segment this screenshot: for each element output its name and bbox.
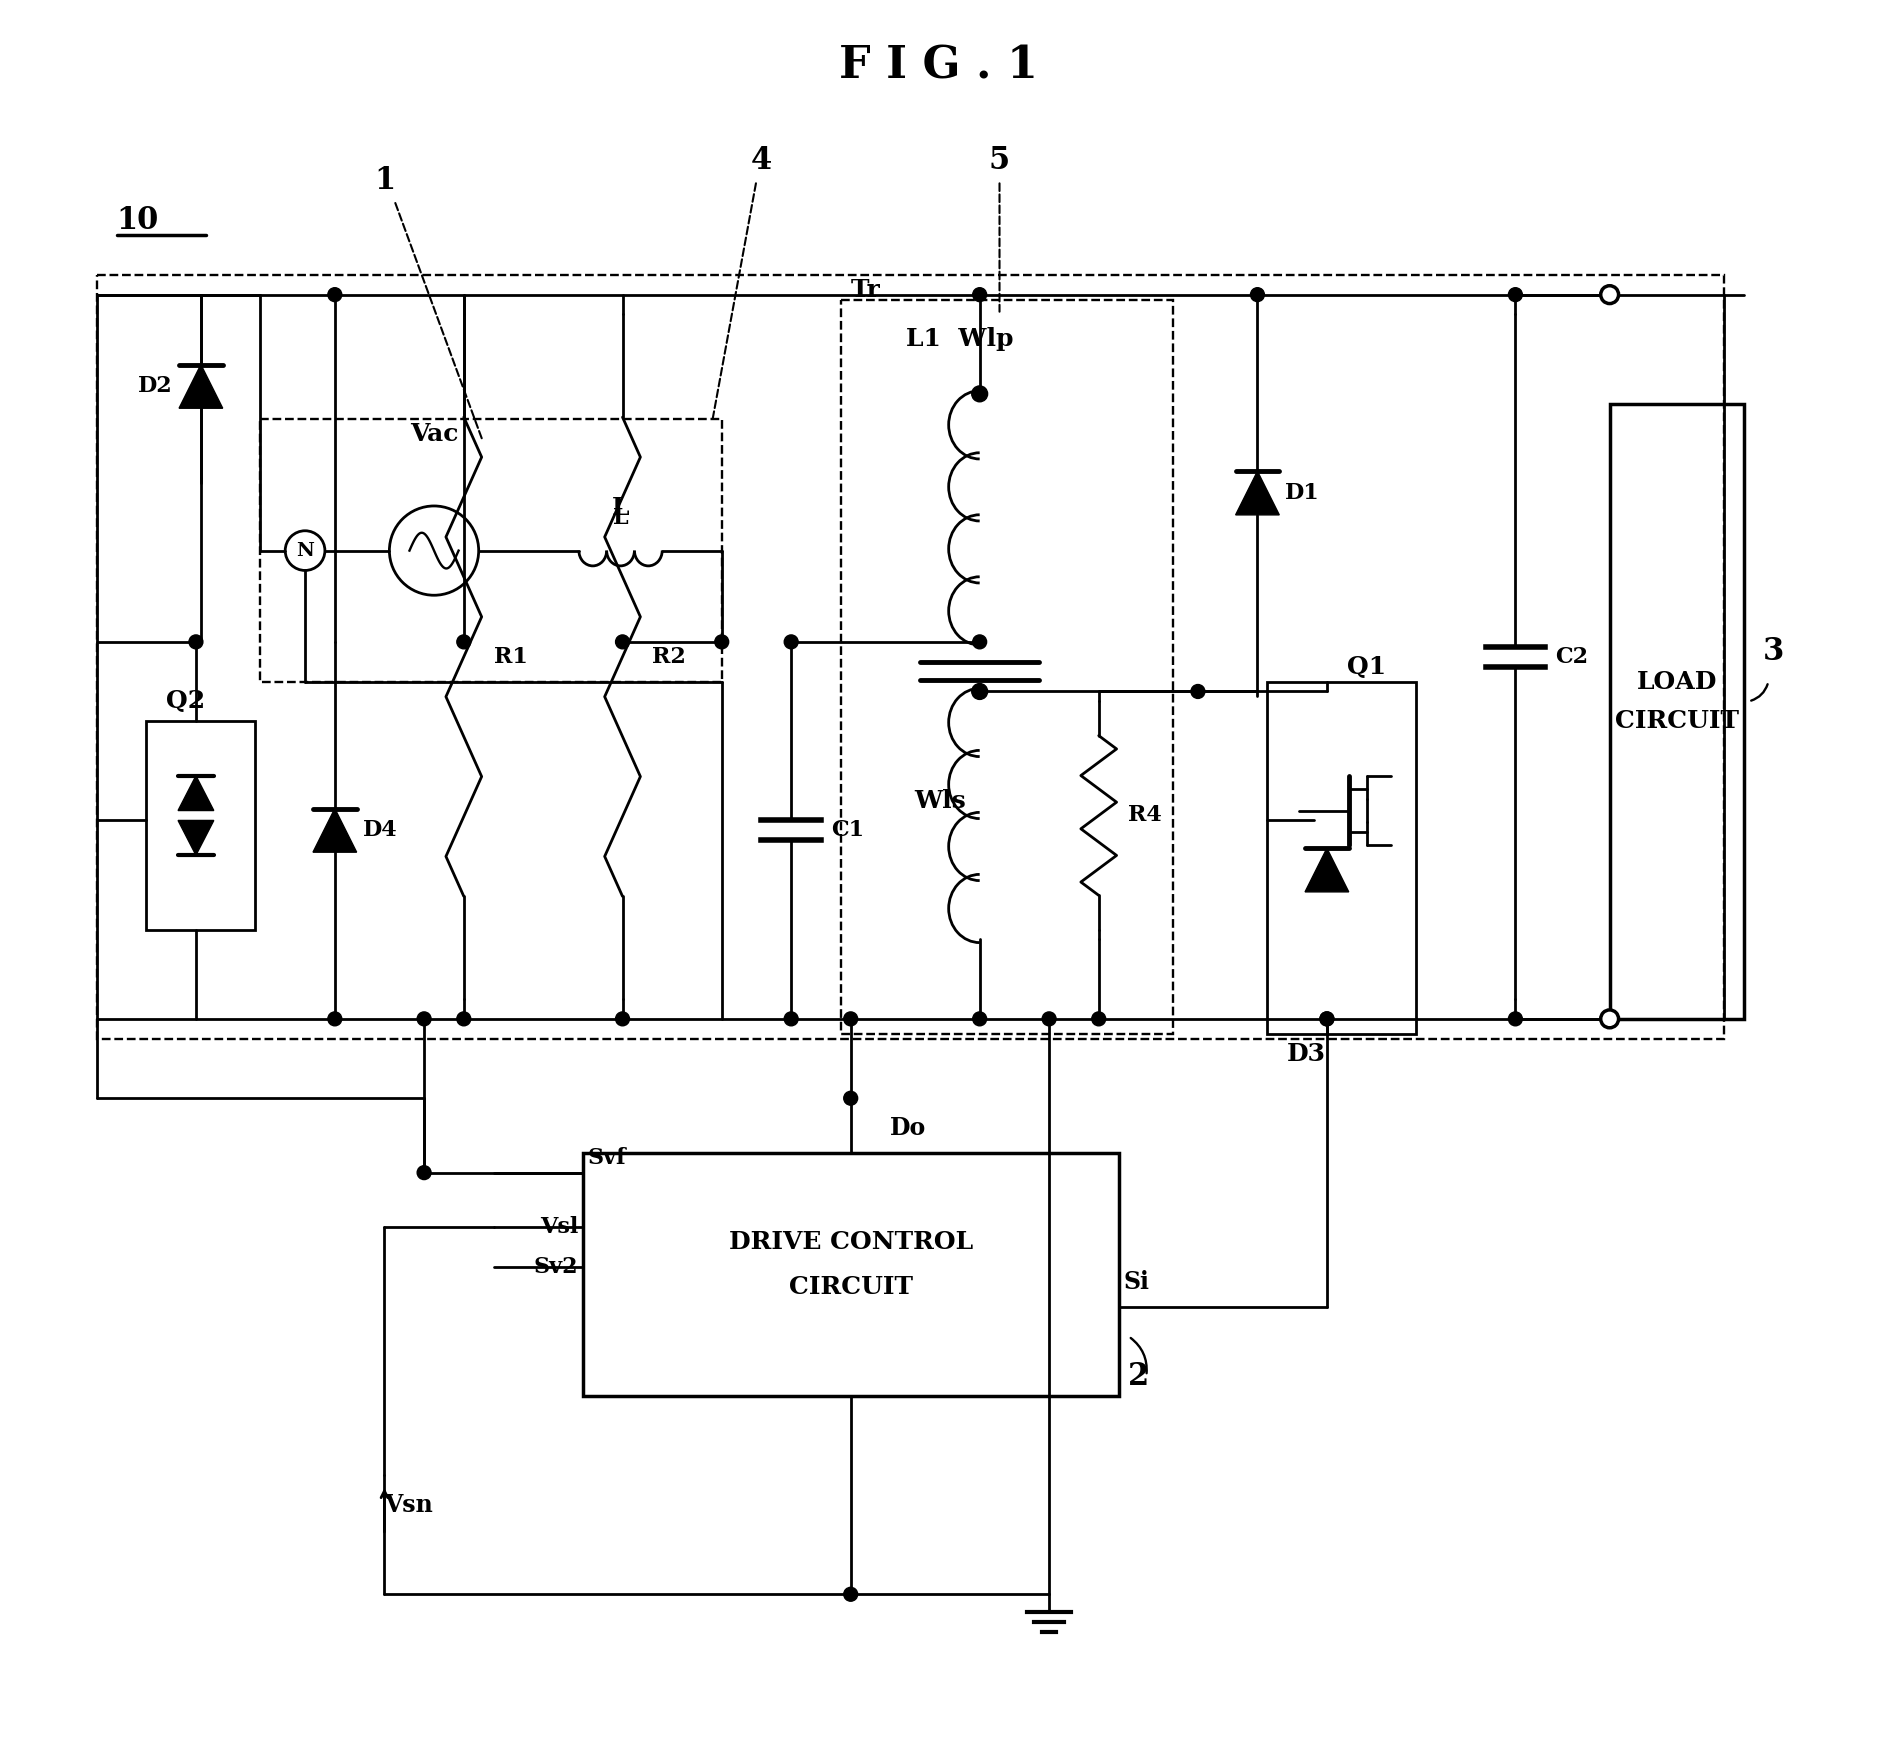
Bar (146, 720, 255, 929)
Circle shape (190, 635, 203, 649)
Polygon shape (1305, 848, 1350, 892)
Text: R4: R4 (1128, 805, 1162, 826)
Text: 3: 3 (1763, 636, 1783, 668)
Polygon shape (178, 777, 214, 810)
Polygon shape (178, 365, 223, 408)
Text: Wls: Wls (914, 789, 967, 813)
Text: D2: D2 (139, 375, 173, 398)
Text: 1: 1 (374, 165, 394, 196)
Polygon shape (313, 808, 357, 852)
Bar (98, 275, 1723, 1040)
Text: Vac: Vac (409, 421, 458, 445)
Text: R2: R2 (653, 645, 687, 668)
Text: L: L (612, 496, 629, 521)
Circle shape (972, 635, 987, 649)
Circle shape (1320, 1011, 1335, 1026)
Text: F I G . 1: F I G . 1 (839, 46, 1038, 88)
Text: 5: 5 (989, 145, 1010, 177)
Text: Do: Do (890, 1117, 927, 1139)
Circle shape (616, 1011, 629, 1026)
Circle shape (456, 1011, 471, 1026)
Text: D4: D4 (362, 819, 398, 841)
Polygon shape (178, 820, 214, 855)
Circle shape (715, 635, 728, 649)
Bar (261, 419, 723, 682)
Circle shape (972, 1011, 987, 1026)
Text: C2: C2 (1554, 645, 1588, 668)
Text: C1: C1 (832, 819, 863, 841)
Text: R1: R1 (494, 645, 527, 668)
Circle shape (972, 287, 987, 302)
Text: CIRCUIT: CIRCUIT (1614, 710, 1738, 733)
Text: D3: D3 (1288, 1041, 1327, 1066)
Text: Q1: Q1 (1346, 654, 1385, 678)
Circle shape (328, 1011, 342, 1026)
Circle shape (845, 1092, 858, 1104)
Circle shape (417, 1166, 432, 1180)
Bar (1267, 682, 1415, 1034)
Circle shape (417, 1011, 432, 1026)
Circle shape (328, 287, 342, 302)
Circle shape (972, 684, 987, 699)
Circle shape (1601, 286, 1618, 303)
Circle shape (456, 635, 471, 649)
Circle shape (785, 1011, 798, 1026)
Text: Sv2: Sv2 (533, 1255, 578, 1278)
Text: 4: 4 (751, 145, 771, 177)
Polygon shape (1235, 472, 1280, 515)
Text: Q2: Q2 (167, 689, 205, 713)
Text: CIRCUIT: CIRCUIT (788, 1274, 912, 1299)
Circle shape (845, 1586, 858, 1600)
Text: N: N (297, 542, 313, 559)
Text: Tr: Tr (850, 277, 880, 302)
Circle shape (1042, 1011, 1057, 1026)
Text: Vsl: Vsl (539, 1217, 578, 1238)
Bar (1610, 403, 1744, 1018)
Circle shape (1509, 1011, 1522, 1026)
Text: L1  Wlp: L1 Wlp (907, 328, 1014, 351)
Circle shape (1320, 1011, 1335, 1026)
Text: Vsn: Vsn (385, 1494, 434, 1516)
Text: 2: 2 (1128, 1360, 1149, 1392)
Circle shape (1192, 684, 1205, 698)
Text: D1: D1 (1286, 482, 1320, 505)
Text: 10: 10 (116, 205, 160, 235)
Circle shape (616, 635, 629, 649)
Circle shape (1601, 1010, 1618, 1027)
Circle shape (845, 1011, 858, 1026)
Bar (584, 1153, 1119, 1395)
Circle shape (1509, 287, 1522, 302)
Circle shape (972, 386, 987, 401)
Bar (841, 300, 1173, 1034)
Circle shape (1092, 1011, 1106, 1026)
Text: Si: Si (1124, 1269, 1149, 1294)
Text: Svf: Svf (588, 1146, 627, 1169)
Text: LOAD: LOAD (1637, 670, 1717, 694)
Text: DRIVE CONTROL: DRIVE CONTROL (728, 1231, 972, 1253)
Circle shape (785, 635, 798, 649)
Text: L: L (612, 507, 629, 529)
Circle shape (1250, 287, 1265, 302)
